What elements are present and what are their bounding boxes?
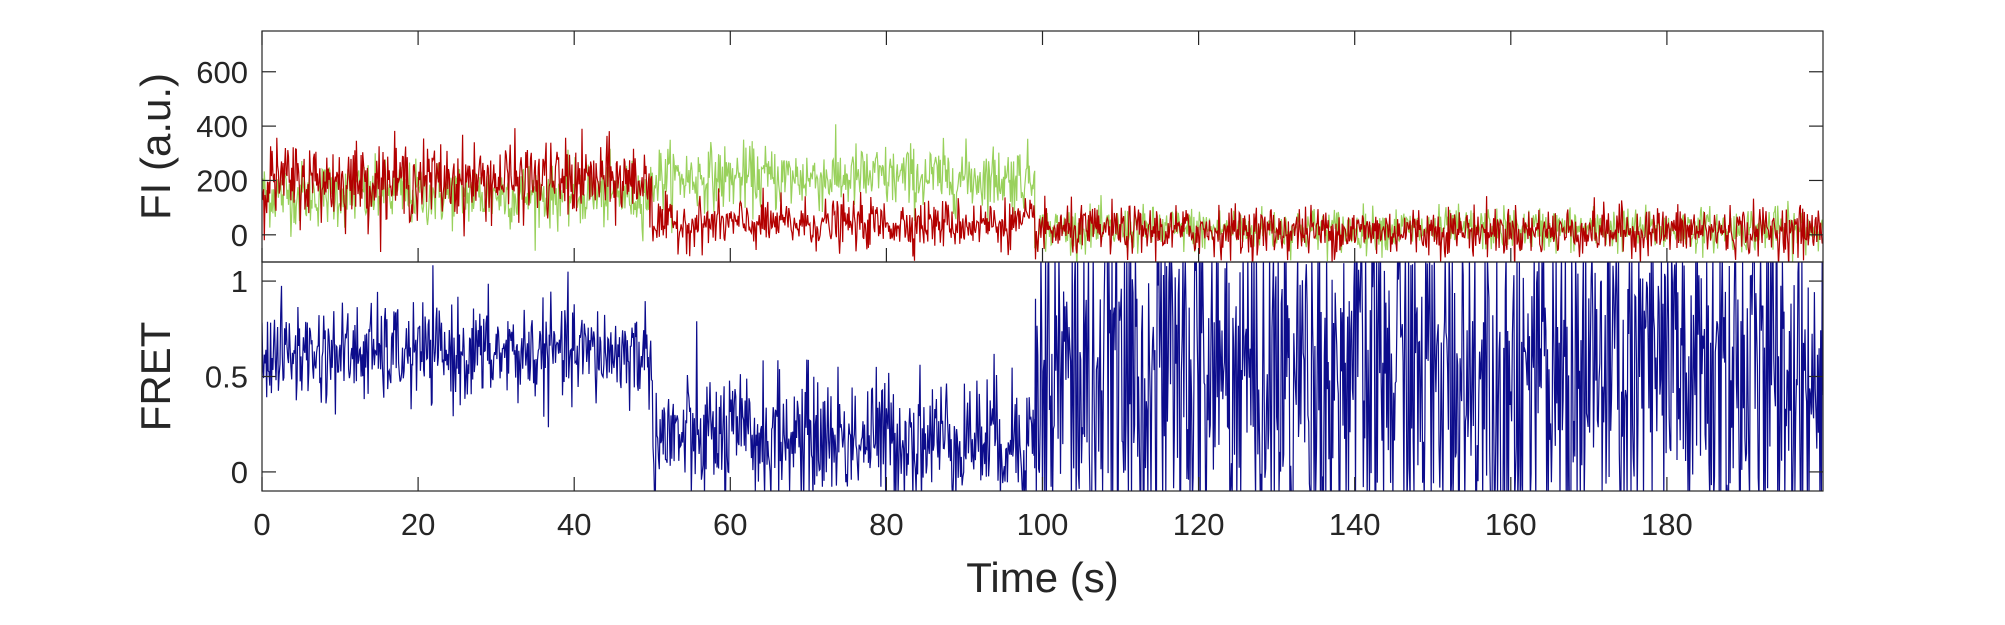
x-tick-label: 180: [1641, 507, 1693, 542]
x-tick-label: 40: [557, 507, 591, 542]
y-tick-label: 0: [231, 218, 248, 253]
y-axis-label: FI (a.u.): [132, 73, 179, 220]
y-tick-label: 200: [196, 163, 248, 198]
y-axis-label: FRET: [132, 322, 179, 432]
x-tick-label: 160: [1485, 507, 1537, 542]
x-tick-label: 60: [713, 507, 747, 542]
y-tick-label: 1: [231, 264, 248, 299]
x-tick-label: 120: [1173, 507, 1225, 542]
fret-trace: [262, 262, 1823, 491]
x-tick-label: 140: [1329, 507, 1381, 542]
y-tick-label: 400: [196, 109, 248, 144]
x-axis-label: Time (s): [966, 554, 1118, 601]
fret-efficiency-panel: 0 0.5 1 FRET 0 20 40 60 80 100 120 140 160 180 Time (s…: [132, 261, 1824, 601]
x-tick-label: 100: [1017, 507, 1069, 542]
x-tick-label: 80: [869, 507, 903, 542]
y-tick-label: 0.5: [205, 360, 248, 395]
fluorescence-trace-2: [262, 128, 1823, 262]
fluorescence-intensity-panel: 0 200 400 600 FI (a.u.): [132, 30, 1824, 263]
y-tick-label: 0: [231, 455, 248, 490]
x-tick-label: 20: [401, 507, 435, 542]
y-tick-label: 600: [196, 55, 248, 90]
x-tick-label: 0: [253, 507, 270, 542]
